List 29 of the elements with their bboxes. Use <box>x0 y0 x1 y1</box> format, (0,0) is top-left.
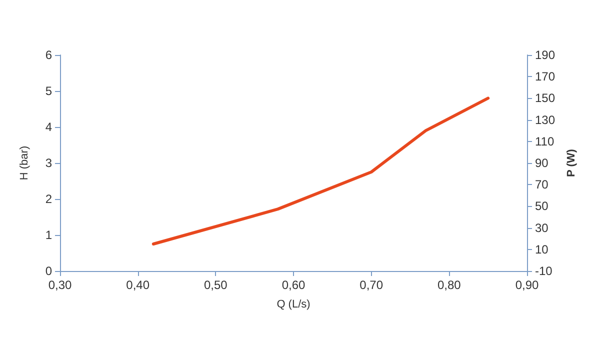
x-axis-title: Q (L/s) <box>276 298 310 310</box>
x-tick-label: 0,70 <box>360 278 384 292</box>
y-axis-title: H (bar) <box>18 146 30 180</box>
x-tick-label: 0,60 <box>282 278 306 292</box>
y2-tick-label: 110 <box>535 134 554 148</box>
y-tick-label: 3 <box>45 156 52 170</box>
x-tick-label: 0,80 <box>437 278 462 292</box>
y2-tick-label: 150 <box>535 91 556 106</box>
y2-tick-label: 10 <box>535 242 549 256</box>
y-tick-label: 2 <box>45 192 52 206</box>
y-tick-label: 6 <box>45 48 52 62</box>
y-tick-label: 0 <box>45 264 52 278</box>
y2-tick-label: -10 <box>535 264 553 278</box>
y2-axis-title: P (W) <box>565 148 578 177</box>
x-tick-label: 0,90 <box>515 278 539 292</box>
y2-tick-label: 90 <box>535 156 549 170</box>
y-tick-label: 5 <box>45 84 52 98</box>
y2-tick-label: 170 <box>535 70 556 84</box>
line-series <box>152 96 490 246</box>
y2-tick-label: 130 <box>535 112 556 127</box>
y-tick-label: 4 <box>45 120 52 134</box>
y2-tick-label: 190 <box>535 48 556 62</box>
y2-tick-label: 30 <box>535 220 549 235</box>
y2-tick-label: 70 <box>535 178 549 192</box>
y-tick-label: 1 <box>45 228 52 242</box>
x-tick-label: 0,30 <box>48 278 72 292</box>
x-tick-label: 0,40 <box>126 278 150 292</box>
y2-tick-label: 50 <box>535 199 549 214</box>
x-tick-label: 0,50 <box>204 278 228 292</box>
